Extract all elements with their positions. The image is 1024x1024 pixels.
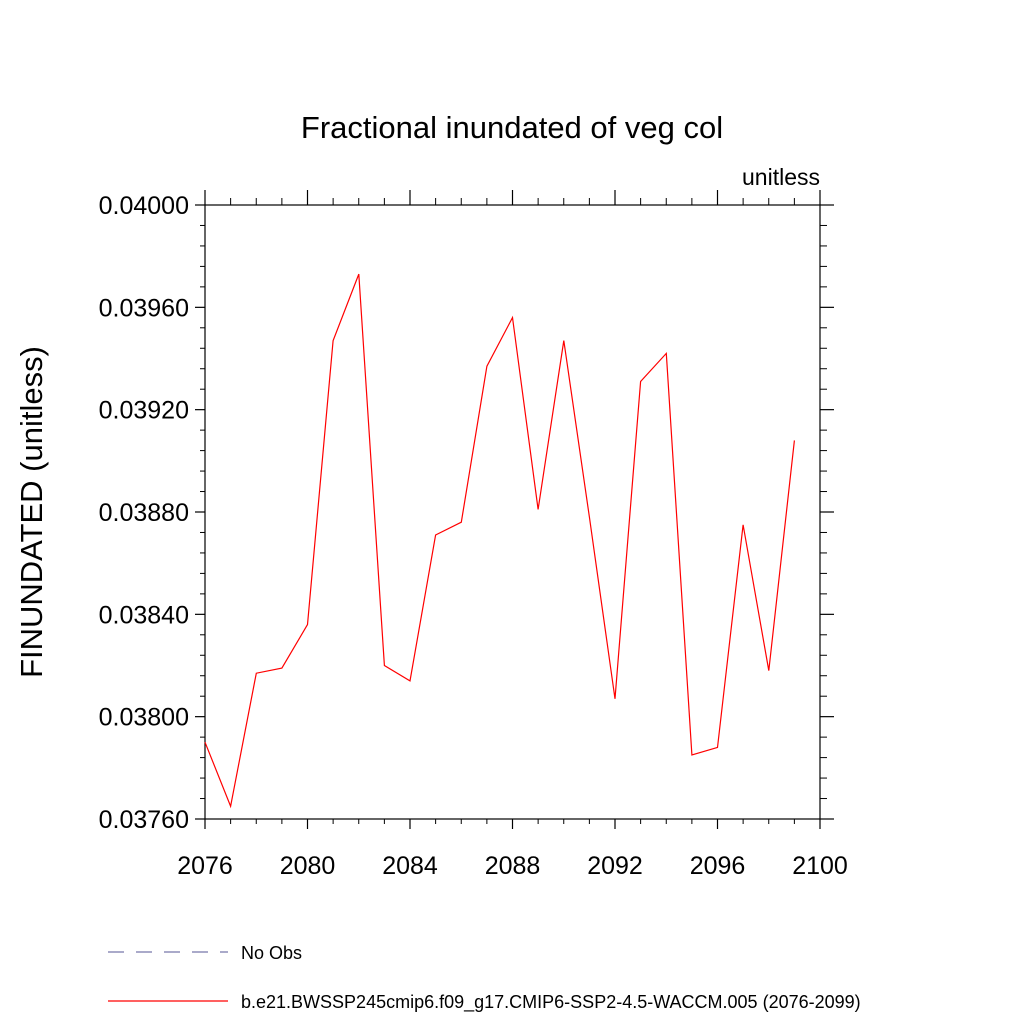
y-tick-label: 0.04000	[99, 192, 189, 220]
plot-frame	[204, 204, 821, 820]
x-tick-label: 2076	[177, 852, 233, 880]
y-tick-label: 0.03960	[99, 294, 189, 322]
x-tick-label: 2084	[382, 852, 438, 880]
axis-tick-labels: 2076 2080 2084 2088 2092 2096 2100 0.03760 0.038…	[99, 192, 848, 880]
series-layer	[204, 273, 795, 809]
y-tick-label: 0.03880	[99, 499, 189, 527]
x-tick-label: 2088	[485, 852, 541, 880]
x-tick-label: 2080	[280, 852, 336, 880]
series-line	[204, 273, 795, 809]
axis-ticks	[195, 190, 834, 829]
legend: No Obs b.e21.BWSSP245cmip6.f09_g17.CMIP6-…	[108, 943, 861, 1013]
y-tick-label: 0.03840	[99, 601, 189, 629]
y-axis-label: FINUNDATED (unitless)	[14, 346, 49, 678]
y-tick-label: 0.03800	[99, 704, 189, 732]
y-tick-label: 0.03920	[99, 397, 189, 425]
y-tick-label: 0.03760	[99, 806, 189, 834]
chart-title: Fractional inundated of veg col	[301, 110, 723, 145]
x-tick-label: 2096	[690, 852, 746, 880]
units-label: unitless	[742, 164, 820, 190]
legend-label: b.e21.BWSSP245cmip6.f09_g17.CMIP6-SSP2-4…	[241, 992, 861, 1013]
legend-label: No Obs	[241, 943, 302, 963]
x-tick-label: 2100	[792, 852, 848, 880]
x-tick-label: 2092	[587, 852, 643, 880]
